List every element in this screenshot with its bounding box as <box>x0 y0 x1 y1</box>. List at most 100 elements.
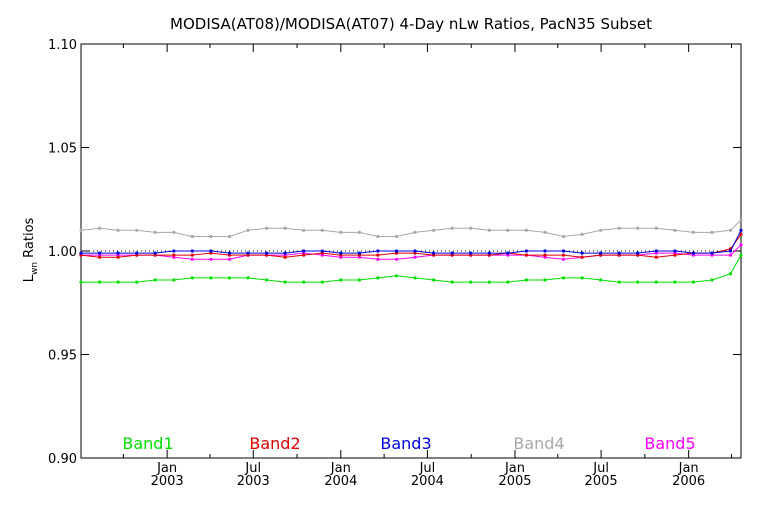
data-point <box>561 249 566 253</box>
legend-item-band4: Band4 <box>513 434 564 453</box>
data-point <box>599 278 603 282</box>
data-point <box>320 249 324 253</box>
data-point <box>599 228 603 232</box>
data-point <box>506 251 510 255</box>
x-tick-label-month: Jan <box>330 461 351 476</box>
data-point <box>654 226 658 230</box>
x-tick-label-year: 2005 <box>585 474 618 489</box>
series-band1 <box>79 253 743 284</box>
data-point <box>691 251 696 255</box>
chart-title: MODISA(AT08)/MODISA(AT07) 4-Day nLw Rati… <box>170 15 652 33</box>
data-point <box>209 257 213 261</box>
x-tick-label-year: 2006 <box>672 474 705 489</box>
data-point <box>98 251 102 255</box>
data-point <box>543 249 547 253</box>
x-tick-label-year: 2004 <box>324 474 357 489</box>
data-point <box>394 234 399 239</box>
data-point <box>190 249 194 253</box>
data-point <box>246 228 250 232</box>
data-point <box>394 274 399 278</box>
series-line <box>81 254 742 283</box>
data-point <box>394 257 399 261</box>
data-point <box>135 228 139 232</box>
data-point <box>710 230 714 234</box>
data-point <box>636 280 640 284</box>
data-point <box>79 251 83 255</box>
x-tick-label-month: Jan <box>504 461 525 476</box>
x-tick-label-month: Jan <box>156 461 177 476</box>
data-point <box>172 230 176 234</box>
data-point <box>190 257 194 261</box>
data-point <box>561 257 566 261</box>
series-group <box>79 218 743 284</box>
data-point <box>116 251 120 255</box>
data-point <box>543 230 547 234</box>
y-axis-label-main: L <box>22 274 37 282</box>
x-tick-label-month: Jan <box>678 461 699 476</box>
data-point <box>265 278 269 282</box>
data-point <box>710 251 714 255</box>
data-point <box>450 280 454 284</box>
y-tick-label: 1.00 <box>48 245 77 260</box>
x-tick-label-year: 2005 <box>498 474 531 489</box>
data-point <box>739 232 743 236</box>
x-tick-label-year: 2003 <box>151 474 184 489</box>
series-line <box>81 244 742 260</box>
data-point <box>487 251 491 255</box>
data-point <box>246 251 250 255</box>
data-point <box>469 280 473 284</box>
data-point <box>524 278 529 282</box>
data-point <box>283 251 287 255</box>
data-point <box>394 249 399 253</box>
data-point <box>524 249 529 253</box>
data-point <box>617 251 621 255</box>
data-point <box>116 228 120 232</box>
data-point <box>432 278 436 282</box>
x-tick-label-year: 2003 <box>237 474 270 489</box>
data-point <box>135 251 139 255</box>
data-point <box>506 228 510 232</box>
data-point <box>153 230 157 234</box>
data-point <box>728 253 733 257</box>
legend-item-band5: Band5 <box>644 434 695 453</box>
data-point <box>209 249 213 253</box>
data-point <box>728 228 733 232</box>
data-point <box>673 228 677 232</box>
data-point <box>728 272 733 276</box>
data-point <box>135 280 139 284</box>
data-point <box>432 228 436 232</box>
data-point <box>413 230 417 234</box>
data-point <box>172 249 176 253</box>
data-point <box>413 255 417 259</box>
data-point <box>190 234 194 239</box>
data-point <box>265 251 269 255</box>
data-point <box>413 276 417 280</box>
data-point <box>357 278 361 282</box>
data-point <box>691 230 696 234</box>
data-point <box>450 226 454 230</box>
data-point <box>654 255 658 259</box>
data-point <box>450 251 454 255</box>
data-point <box>524 228 529 232</box>
data-point <box>98 280 102 284</box>
data-point <box>673 249 677 253</box>
data-point <box>487 280 491 284</box>
x-axis: Jan2003Jul2003Jan2004Jul2004Jan2005Jul20… <box>122 44 732 489</box>
data-point <box>283 255 287 259</box>
data-point <box>691 280 696 284</box>
data-point <box>320 280 324 284</box>
data-point <box>376 257 380 261</box>
data-point <box>116 280 120 284</box>
y-tick-label: 0.95 <box>48 349 77 364</box>
data-point <box>580 276 584 280</box>
x-tick-label-month: Jul <box>244 461 261 476</box>
legend-item-band1: Band1 <box>122 434 173 453</box>
data-point <box>543 253 547 257</box>
data-point <box>209 234 213 239</box>
data-point <box>320 228 324 232</box>
y-tick-label: 1.05 <box>48 142 77 157</box>
data-point <box>265 226 269 230</box>
data-point <box>357 230 361 234</box>
legend-item-band2: Band2 <box>249 434 300 453</box>
